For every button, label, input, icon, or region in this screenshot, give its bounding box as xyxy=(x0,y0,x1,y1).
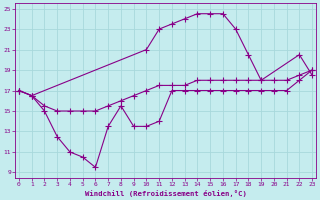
X-axis label: Windchill (Refroidissement éolien,°C): Windchill (Refroidissement éolien,°C) xyxy=(84,190,246,197)
